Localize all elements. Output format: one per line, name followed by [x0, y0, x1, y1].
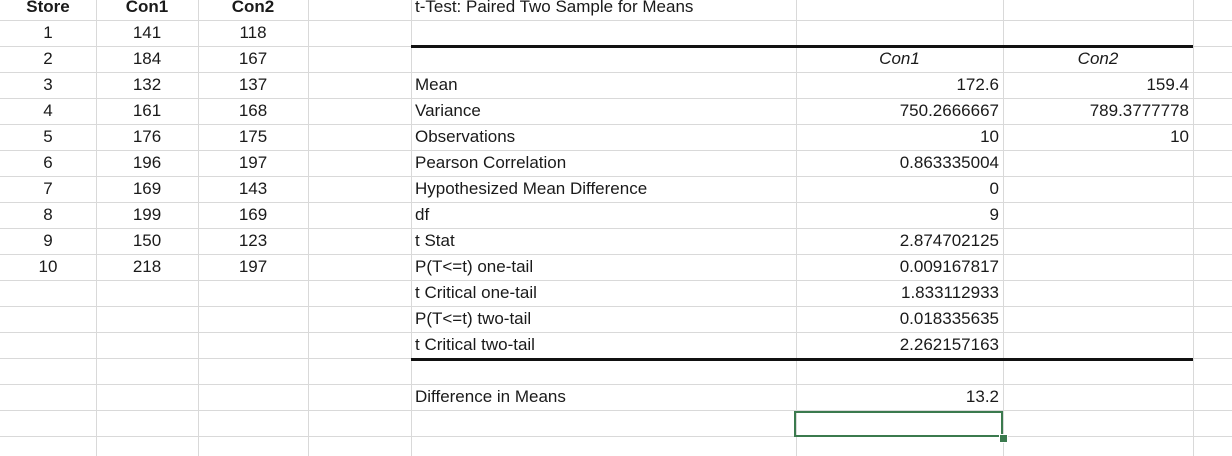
row-gridline — [0, 280, 1232, 281]
ttest-row-label[interactable]: df — [415, 205, 430, 224]
table-data-cell[interactable]: 143 — [238, 179, 268, 198]
ttest-value-con1[interactable]: 0.009167817 — [899, 257, 999, 276]
ttest-title[interactable]: t-Test: Paired Two Sample for Means — [415, 0, 694, 16]
table-data-cell[interactable]: 5 — [43, 127, 53, 146]
ttest-value-con2[interactable] — [1003, 306, 1193, 332]
table-data-cell[interactable]: 184 — [132, 49, 162, 68]
table-data-cell[interactable]: 6 — [43, 153, 53, 172]
table-data-cell[interactable]: 150 — [132, 231, 162, 250]
table-data-cell[interactable]: 8 — [43, 205, 53, 224]
ttest-value-con1[interactable]: 0 — [989, 179, 999, 198]
row-gridline — [0, 306, 1232, 307]
difference-value[interactable]: 13.2 — [965, 387, 999, 406]
ttest-value-con2[interactable] — [1003, 332, 1193, 358]
ttest-value-con2[interactable] — [1003, 228, 1193, 254]
ttest-value-con2[interactable] — [1003, 202, 1193, 228]
table-data-cell[interactable]: 169 — [238, 205, 268, 224]
table-data-cell[interactable]: 197 — [238, 153, 268, 172]
table-data-cell[interactable]: 196 — [132, 153, 162, 172]
table-data-cell[interactable]: 161 — [132, 101, 162, 120]
ttest-value-con1[interactable]: 172.6 — [956, 75, 999, 94]
ttest-row-label[interactable]: Hypothesized Mean Difference — [415, 179, 648, 198]
row-gridline — [0, 20, 1232, 21]
row-gridline — [0, 176, 1232, 177]
ttest-value-con1[interactable]: 0.018335635 — [899, 309, 999, 328]
table-header-cell[interactable]: Con2 — [231, 0, 275, 16]
ttest-row-label[interactable]: t Stat — [415, 231, 455, 250]
ttest-value-con2[interactable] — [1003, 150, 1193, 176]
table-data-cell[interactable]: 2 — [43, 49, 53, 68]
table-data-cell[interactable]: 123 — [238, 231, 268, 250]
row-gridline — [0, 124, 1232, 125]
row-gridline — [0, 202, 1232, 203]
ttest-col1-header[interactable]: Con1 — [879, 49, 920, 68]
row-gridline — [0, 228, 1232, 229]
ttest-value-con2[interactable]: 159.4 — [1146, 75, 1189, 94]
ttest-row-label[interactable]: Observations — [415, 127, 516, 146]
ttest-value-con1[interactable]: 9 — [989, 205, 999, 224]
ttest-value-con1[interactable]: 2.874702125 — [899, 231, 999, 250]
ttest-value-con1[interactable]: 0.863335004 — [899, 153, 999, 172]
row-gridline — [0, 436, 1232, 437]
ttest-row-label[interactable]: Variance — [415, 101, 481, 120]
row-gridline — [0, 384, 1232, 385]
table-data-cell[interactable]: 169 — [132, 179, 162, 198]
table-data-cell[interactable]: 10 — [38, 257, 58, 276]
table-data-cell[interactable]: 7 — [43, 179, 53, 198]
ttest-value-con2[interactable] — [1003, 176, 1193, 202]
ttest-value-con1[interactable]: 1.833112933 — [900, 283, 999, 302]
ttest-value-con2[interactable] — [1003, 280, 1193, 306]
table-data-cell[interactable]: 218 — [132, 257, 162, 276]
ttest-row-label[interactable]: P(T<=t) one-tail — [415, 257, 534, 276]
ttest-value-con2[interactable]: 789.3777778 — [1089, 101, 1189, 120]
table-data-cell[interactable]: 141 — [132, 23, 162, 42]
ttest-row-label[interactable]: t Critical two-tail — [415, 335, 535, 354]
table-rule — [411, 358, 1193, 361]
selected-cell[interactable] — [794, 411, 1003, 437]
table-data-cell[interactable]: 1 — [43, 23, 53, 42]
table-header-cell[interactable]: Store — [26, 0, 70, 16]
row-gridline — [0, 150, 1232, 151]
table-data-cell[interactable]: 9 — [43, 231, 53, 250]
table-data-cell[interactable]: 199 — [132, 205, 162, 224]
ttest-value-con1[interactable]: 10 — [980, 127, 999, 146]
table-data-cell[interactable]: 3 — [43, 75, 53, 94]
row-gridline — [0, 410, 1232, 411]
ttest-value-con1[interactable]: 2.262157163 — [899, 335, 999, 354]
row-gridline — [0, 98, 1232, 99]
ttest-row-label[interactable]: Mean — [415, 75, 458, 94]
table-data-cell[interactable]: 175 — [238, 127, 268, 146]
ttest-value-con2[interactable] — [1003, 254, 1193, 280]
table-data-cell[interactable]: 197 — [238, 257, 268, 276]
table-data-cell[interactable]: 167 — [238, 49, 268, 68]
table-data-cell[interactable]: 176 — [132, 127, 162, 146]
difference-label[interactable]: Difference in Means — [415, 387, 566, 406]
row-gridline — [0, 254, 1232, 255]
ttest-col2-header[interactable]: Con2 — [1077, 49, 1119, 68]
row-gridline — [0, 72, 1232, 73]
ttest-value-con1[interactable]: 750.2666667 — [899, 101, 999, 120]
ttest-row-label[interactable]: t Critical one-tail — [415, 283, 537, 302]
fill-handle[interactable] — [999, 434, 1008, 443]
table-data-cell[interactable]: 118 — [239, 23, 267, 42]
table-header-cell[interactable]: Con1 — [125, 0, 169, 16]
table-data-cell[interactable]: 4 — [43, 101, 53, 120]
table-data-cell[interactable]: 132 — [132, 75, 162, 94]
table-data-cell[interactable]: 168 — [238, 101, 268, 120]
ttest-row-label[interactable]: P(T<=t) two-tail — [415, 309, 532, 328]
table-data-cell[interactable]: 137 — [238, 75, 268, 94]
ttest-value-con2[interactable]: 10 — [1170, 127, 1189, 146]
ttest-row-label[interactable]: Pearson Correlation — [415, 153, 567, 172]
row-gridline — [0, 332, 1232, 333]
table-rule — [411, 45, 1193, 48]
